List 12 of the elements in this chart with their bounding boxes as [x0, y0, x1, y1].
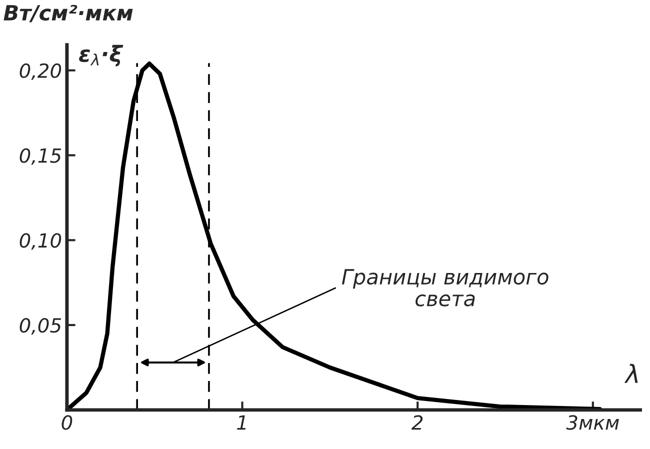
y-tick-label: 0,10	[20, 233, 62, 250]
y-tick-label: 0,20	[20, 63, 62, 80]
x-tick-label: 3мкм	[566, 415, 619, 430]
y-axis-title: Вт/см²·мкм	[4, 4, 133, 22]
y-tick-label: 0,15	[20, 148, 62, 165]
y-tick-label: 0,05	[20, 318, 62, 335]
x-tick-label: 1	[237, 415, 246, 430]
x-axis-title: λ	[624, 364, 638, 383]
x-tick-label: 2	[411, 415, 423, 430]
x-tick-label: 0	[62, 415, 72, 430]
annotation: ε$_{λ}$·ξ	[79, 44, 124, 66]
annotation: Границы видимого света	[342, 269, 548, 306]
